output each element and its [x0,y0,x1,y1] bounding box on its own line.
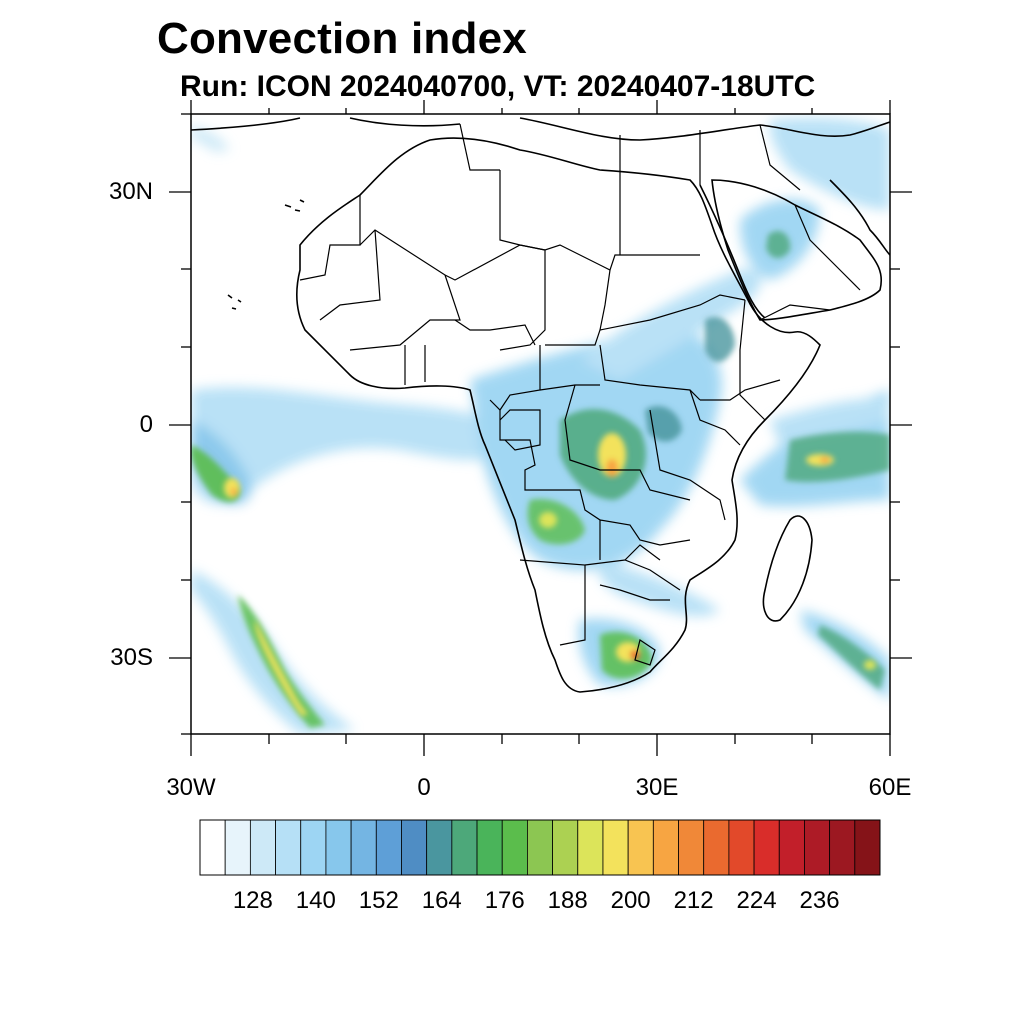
colorbar-label: 188 [547,887,588,914]
lat-label-0: 0 [139,411,153,438]
hotspot-west-atlantic [224,478,240,498]
colorbar-label: 212 [673,887,714,914]
colorbar-swatch [451,819,478,876]
indian-ocean-band [770,398,890,445]
colorbar-swatch [527,819,553,876]
coastlines [191,117,890,693]
africa-coastline [295,137,821,693]
colorbar-swatch [275,819,302,876]
plot-subtitle: Run: ICON 2024040700, VT: 20240407-18UTC [180,70,816,103]
red-sea-edge [699,184,766,319]
colorbar-swatch [602,819,629,876]
colorbar-label: 176 [484,887,525,914]
lon-label-30w: 30W [166,774,216,801]
colorbar-swatch [854,819,881,876]
colorbar-label: 224 [736,887,777,914]
colorbar-label: 236 [799,887,840,914]
lon-label-0: 0 [417,774,431,801]
colorbar-swatch [501,819,528,876]
hotspot-central-africa [598,433,626,477]
colorbar-swatch [552,819,579,876]
lon-label-30e: 30E [635,774,679,801]
colorbar-swatch [199,819,226,876]
colorbar-swatch [224,819,251,876]
lat-label-30n: 30N [108,178,153,205]
lat-label-30s: 30S [110,644,153,671]
core-sw-indian [818,625,885,690]
colorbar-swatch [426,819,453,876]
colorbar-swatch [300,819,327,876]
colorbar-label: 152 [358,887,399,914]
atlantic-plume [191,387,520,504]
country-borders [299,123,861,666]
hotspot-south-africa-core [630,650,640,660]
colorbar-swatch [703,819,730,876]
colorbar-swatch [476,819,503,876]
convection-field [191,117,890,734]
colorbar-swatch [652,819,679,876]
canary-islands [284,199,305,212]
map-frame [190,113,891,735]
hotspot-angola [539,512,557,528]
persian-gulf [829,179,890,256]
mediterranean-north [191,117,890,141]
plot-title: Convection index [157,14,527,63]
colorbar-swatch [804,819,831,876]
core-arabia [766,230,791,259]
colorbar-swatch [778,819,805,876]
colorbar-swatch [401,819,428,876]
hotspot-central-africa-core [606,459,618,477]
colorbar-label: 140 [295,887,336,914]
ne-corner-cloud [769,118,890,210]
colorbar-swatch [627,819,654,876]
colorbar-label: 200 [610,887,651,914]
madagascar [762,515,813,622]
colorbar-swatch [829,819,856,876]
hotspot-sw-indian [864,660,876,670]
hotspot-west-atlantic-core [231,488,237,496]
colorbar [199,819,881,876]
axis-ticks [169,100,912,756]
colorbar-swatch [678,819,705,876]
nw-streak [191,125,230,152]
lon-label-60e: 60E [868,774,912,801]
colorbar-swatch [577,819,604,876]
colorbar-swatch [375,819,402,876]
colorbar-frame [199,819,881,876]
colorbar-swatch [249,819,276,876]
colorbar-swatch [753,819,780,876]
colorbar-label: 164 [421,887,462,914]
colorbar-swatch [350,819,377,876]
colorbar-swatch [325,819,352,876]
cape-verde [227,294,242,310]
core-ethiopia [705,316,735,362]
core-south-atlantic [238,595,325,728]
hotspot-indian-ocean-core [820,457,830,463]
colorbar-label: 128 [232,887,273,914]
colorbar-swatch [728,819,755,876]
core-indian-ocean [785,431,890,482]
se-africa-band [598,560,720,617]
